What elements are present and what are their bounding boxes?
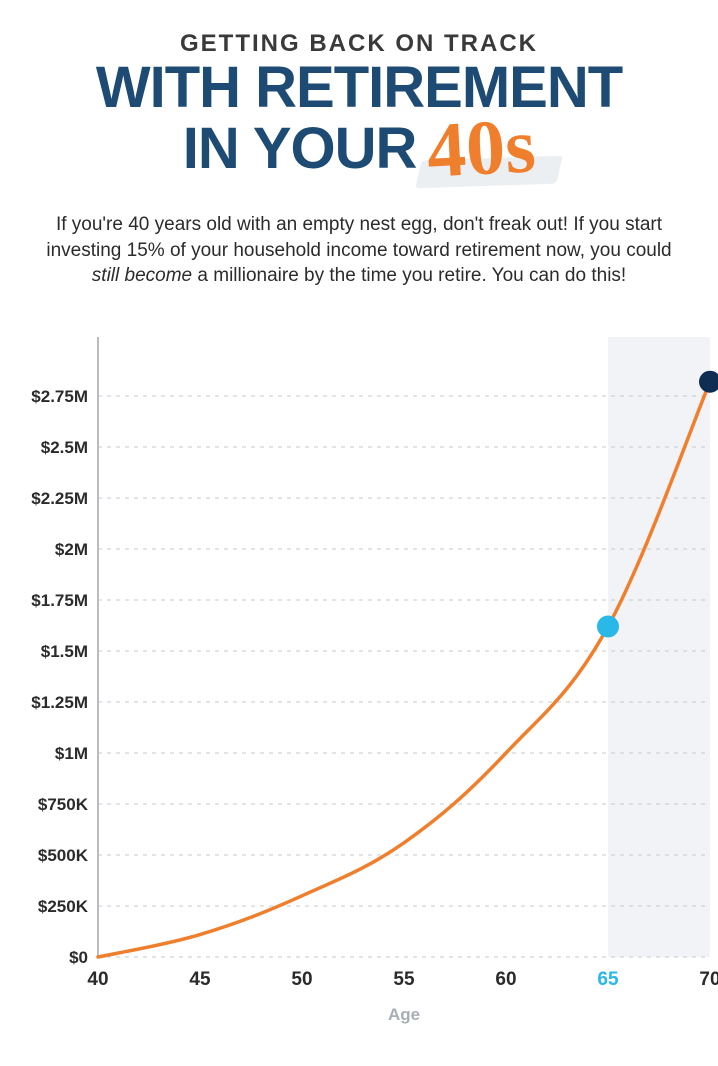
growth-chart: $0 $250K $500K $750K $1M $1.25M $1.5M $1.75M $2M…: [10, 337, 708, 1037]
y-tick-label: $750K: [38, 795, 89, 814]
y-tick-label: $2.75M: [31, 387, 88, 406]
y-tick-label: $0: [69, 948, 88, 967]
chart-svg: $0 $250K $500K $750K $1M $1.25M $1.5M $1.75M $2M…: [10, 337, 718, 1037]
intro-text-1: If you're 40 years old with an empty nes…: [46, 214, 671, 261]
title-script-wrap: 40s: [427, 117, 535, 179]
y-tick-label: $1.5M: [41, 642, 88, 661]
x-tick-label: 65: [597, 969, 619, 990]
chart-marker: [597, 616, 619, 638]
y-tick-label: $1.25M: [31, 693, 88, 712]
x-tick-label: 40: [87, 969, 108, 990]
x-tick-label: 60: [495, 969, 516, 990]
title-line-1: WITH RETIREMENT: [10, 60, 708, 115]
header-subtitle: GETTING BACK ON TRACK: [10, 30, 708, 58]
intro-text-2: a millionaire by the time you retire. Yo…: [192, 265, 626, 286]
intro-emphasis: still become: [92, 265, 192, 286]
title-line-2: IN YOUR: [183, 116, 417, 181]
y-tick-label: $2.5M: [41, 438, 88, 457]
y-tick-label: $500K: [38, 846, 89, 865]
y-tick-label: $250K: [38, 897, 89, 916]
header-title: WITH RETIREMENT IN YOUR 40s: [10, 60, 708, 182]
x-tick-label: 55: [393, 969, 415, 990]
y-tick-label: $2.25M: [31, 489, 88, 508]
y-tick-label: $2M: [55, 540, 88, 559]
x-tick-label: 70: [699, 969, 718, 990]
chart-shade-region: [608, 337, 710, 957]
y-tick-label: $1.75M: [31, 591, 88, 610]
intro-paragraph: If you're 40 years old with an empty nes…: [39, 212, 679, 289]
title-script: 40s: [425, 115, 536, 183]
x-axis-title: Age: [388, 1005, 420, 1024]
x-tick-label: 50: [291, 969, 312, 990]
x-tick-label: 45: [189, 969, 211, 990]
y-tick-label: $1M: [55, 744, 88, 763]
